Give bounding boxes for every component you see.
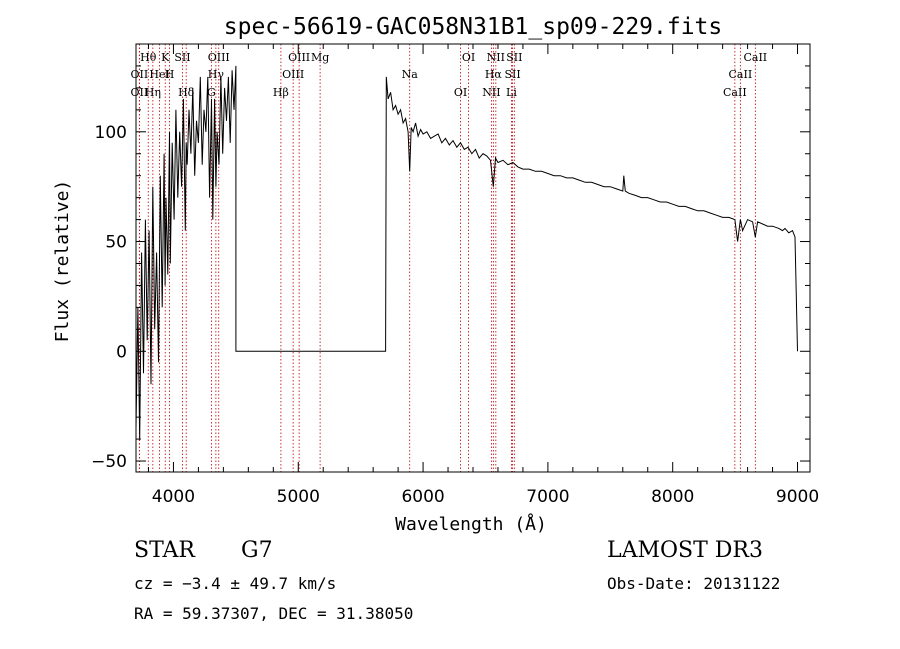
redshift-readout: cz = −3.4 ± 49.7 km/s — [134, 574, 337, 593]
spectral-line-label-0: Hθ — [140, 51, 157, 64]
y-tick-label-3: 100 — [95, 123, 127, 143]
spectral-line-label-15: Mg — [311, 51, 329, 64]
x-tick-label-2: 6000 — [401, 487, 444, 507]
series-layer — [135, 65, 798, 440]
y-axis-label: Flux (relative) — [52, 180, 73, 343]
spectral-line-label-19: Hα — [485, 68, 503, 81]
y-ticks: −50 0 50 100 — [91, 43, 810, 472]
x-tick-label-4: 8000 — [651, 487, 694, 507]
obs-date: Obs-Date: 20131122 — [607, 574, 781, 593]
x-tick-label-3: 7000 — [526, 487, 569, 507]
spectral-line-label-5: Hη — [145, 86, 161, 99]
spectral-line-label-9: OIII — [208, 51, 230, 64]
spectral-line-label-13: OIII — [282, 68, 304, 81]
spectral-line-label-20: NII — [482, 86, 500, 99]
spectral-line-label-1: OII — [131, 68, 149, 81]
object-type: STAR — [134, 538, 195, 563]
x-tick-label-1: 5000 — [277, 487, 320, 507]
spectral-line-label-12: OIII — [288, 51, 310, 64]
y-tick-label-0: −50 — [91, 452, 127, 472]
spectral-line-label-24: SII — [506, 51, 522, 64]
ra-dec-readout: RA = 59.37307, DEC = 31.38050 — [134, 604, 414, 623]
plot-frame — [135, 43, 811, 473]
spectral-line-labels: Hθ OII OII K HeI Hη SII HHδ OIII Hγ G OIII OIII Hβ Mg N… — [131, 51, 768, 99]
spectral-line-label-7: H — [165, 68, 175, 81]
spectral-line-label-16: Na — [402, 68, 419, 81]
spectral-line-label-3: K — [161, 51, 170, 64]
survey-name: LAMOST DR3 — [607, 538, 763, 563]
spectral-line-label-10: Hγ — [208, 68, 225, 81]
object-class: G7 — [241, 538, 273, 563]
x-tick-label-5: 9000 — [776, 487, 819, 507]
y-tick-label-2: 50 — [105, 233, 127, 253]
spectral-line-label-26: CaII — [723, 86, 747, 99]
spectral-line-label-25: CaII — [729, 68, 753, 81]
series-flux — [135, 65, 798, 440]
spectral-line-label-2: OII — [131, 86, 149, 99]
spectral-line-label-14: Hβ — [273, 86, 289, 99]
y-tick-label-1: 0 — [116, 342, 127, 362]
x-ticks: 4000 5000 6000 7000 8000 9000 — [147, 44, 819, 507]
spectral-line-label-22: SII — [504, 68, 520, 81]
x-tick-label-0: 4000 — [152, 487, 195, 507]
spectral-lines-layer — [138, 44, 756, 472]
spectral-line-label-23: Li — [506, 86, 517, 99]
spectral-line-label-21: NII — [487, 51, 505, 64]
spectral-line-label-11: G — [207, 86, 216, 99]
spectral-line-label-17: OI — [454, 86, 467, 99]
chart-title: spec-56619-GAC058N31B1_sp09-229.fits — [224, 14, 723, 40]
spectral-line-label-6: SII — [174, 51, 190, 64]
spectral-line-label-27: CaII — [743, 51, 767, 64]
spectral-line-label-8: Hδ — [178, 86, 195, 99]
spectral-line-label-4: HeI — [149, 68, 169, 81]
x-axis-label: Wavelength (Å) — [395, 513, 547, 535]
spectral-line-label-18: OI — [462, 51, 475, 64]
